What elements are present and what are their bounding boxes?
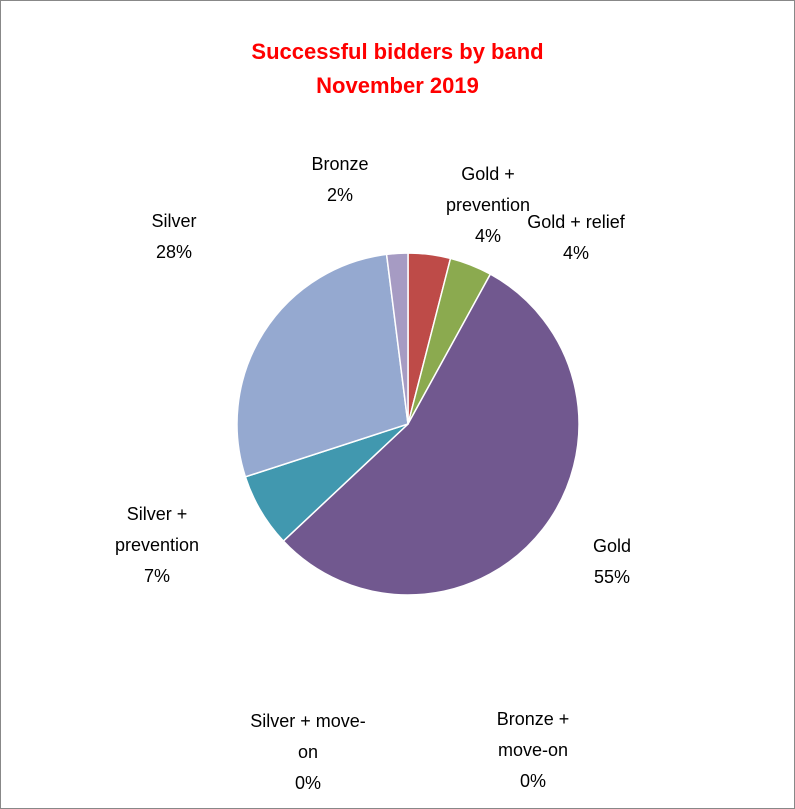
data-label-category: Gold + — [461, 164, 515, 184]
data-label-category: Bronze + — [497, 709, 570, 729]
data-label: Bronze 2% — [311, 154, 368, 205]
data-label: Gold + relief 4% — [527, 212, 626, 263]
data-label-category: prevention — [115, 535, 199, 555]
data-label-value: 4% — [475, 226, 501, 246]
data-label-category: prevention — [446, 195, 530, 215]
data-label-category: Gold + relief — [527, 212, 626, 232]
data-label-value: 0% — [520, 771, 546, 791]
chart-subtitle: November 2019 — [316, 73, 479, 98]
pie-slice — [236, 253, 409, 478]
data-label-category: Bronze — [311, 154, 368, 174]
pie-slice — [282, 273, 580, 596]
data-label-category: Silver + move- — [250, 711, 366, 731]
data-label-value: 7% — [144, 566, 170, 586]
data-label: Bronze + move-on 0% — [497, 709, 570, 791]
data-label-value: 2% — [327, 185, 353, 205]
data-label-category: on — [298, 742, 318, 762]
data-label-value: 4% — [563, 243, 589, 263]
data-label-value: 0% — [295, 773, 321, 793]
data-label: Gold 55% — [593, 536, 631, 587]
data-label-category: Silver — [151, 211, 196, 231]
data-label-category: Gold — [593, 536, 631, 556]
data-label: Silver + move-on 0% — [250, 711, 366, 793]
data-label-value: 55% — [594, 567, 630, 587]
pie-slice — [385, 252, 409, 425]
data-label: Silver + prevention 7% — [115, 504, 199, 586]
data-label: Gold + prevention 4% — [446, 164, 530, 246]
data-label: Silver 28% — [151, 211, 196, 262]
data-label-category: Silver + — [127, 504, 188, 524]
data-label-category: move-on — [498, 740, 568, 760]
chart-title: Successful bidders by band — [251, 39, 544, 64]
data-label-value: 28% — [156, 242, 192, 262]
